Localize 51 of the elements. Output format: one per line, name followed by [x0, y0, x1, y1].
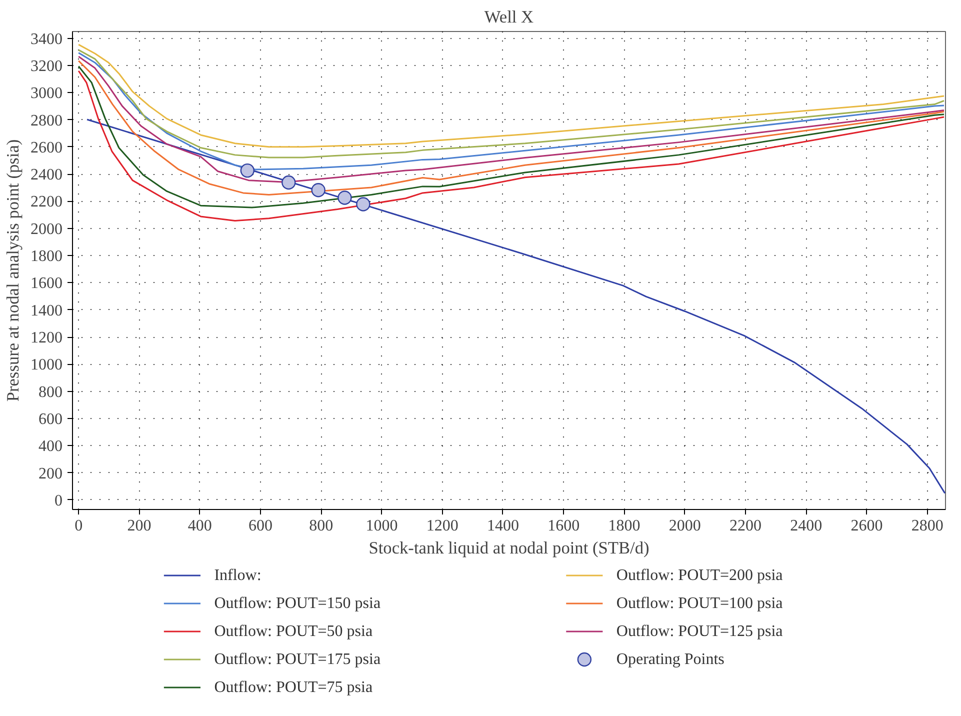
point — [338, 190, 352, 205]
point — [282, 175, 296, 190]
y-tick-label: 3000 — [30, 85, 62, 102]
y-tick-label: 1600 — [30, 275, 62, 292]
x-tick-label: 2600 — [850, 518, 883, 534]
x-tick-label: 1000 — [366, 518, 398, 534]
y-tick-label: 1200 — [30, 330, 62, 347]
chart-title: Well X — [484, 8, 534, 26]
y-tick-label: 200 — [38, 465, 62, 482]
y-tick-label: 0 — [54, 492, 62, 510]
x-tick-label: 600 — [248, 518, 272, 534]
point — [356, 197, 370, 212]
x-tick-label: 1200 — [426, 518, 458, 534]
x-tick-label: 1400 — [486, 518, 519, 534]
x-tick-label: 2800 — [911, 518, 944, 534]
legend-label: Outflow: POUT=50 psia — [214, 623, 373, 640]
legend-label: Outflow: POUT=150 psia — [214, 595, 381, 612]
x-tick-label: 200 — [127, 518, 152, 534]
legend-label: Outflow: POUT=125 psia — [616, 623, 783, 640]
legend-label: Outflow: POUT=200 psia — [616, 567, 783, 584]
y-tick-label: 2400 — [30, 166, 62, 184]
x-tick-label: 2000 — [668, 518, 701, 534]
y-tick-label: 2000 — [30, 220, 62, 238]
x-tick-label: 2200 — [729, 518, 762, 534]
x-tick-label: 1600 — [548, 518, 580, 534]
y-tick-label: 3200 — [30, 58, 62, 75]
x-tick-label: 1800 — [608, 518, 640, 534]
x-tick-label: 2400 — [790, 518, 822, 534]
x-axis-title: Stock-tank liquid at nodal point (STB/d) — [368, 538, 650, 558]
y-tick-label: 3400 — [30, 30, 62, 48]
y-tick-label: 2600 — [30, 139, 62, 156]
point — [311, 183, 326, 198]
legend-label: Operating Points — [616, 651, 724, 668]
point — [240, 163, 255, 178]
y-tick-label: 800 — [38, 384, 62, 401]
legend-label: Outflow: POUT=75 psia — [214, 679, 373, 696]
y-axis-title: Pressure at nodal analysis point (psia) — [4, 139, 22, 402]
x-tick-label: 0 — [74, 518, 83, 534]
y-tick-label: 1400 — [30, 302, 62, 320]
y-tick-label: 2200 — [30, 194, 62, 211]
legend-label: Outflow: POUT=100 psia — [616, 595, 783, 612]
y-tick-label: 600 — [38, 411, 62, 428]
x-tick-label: 400 — [188, 518, 212, 534]
y-tick-label: 2800 — [30, 112, 62, 130]
x-tick-label: 800 — [309, 518, 334, 534]
legend-label: Inflow: — [214, 567, 262, 584]
y-tick-label: 1800 — [30, 248, 62, 266]
legend-label: Outflow: POUT=175 psia — [214, 651, 381, 668]
y-tick-label: 1000 — [30, 356, 62, 374]
line-series — [86, 118, 946, 494]
y-tick-label: 400 — [38, 438, 62, 456]
